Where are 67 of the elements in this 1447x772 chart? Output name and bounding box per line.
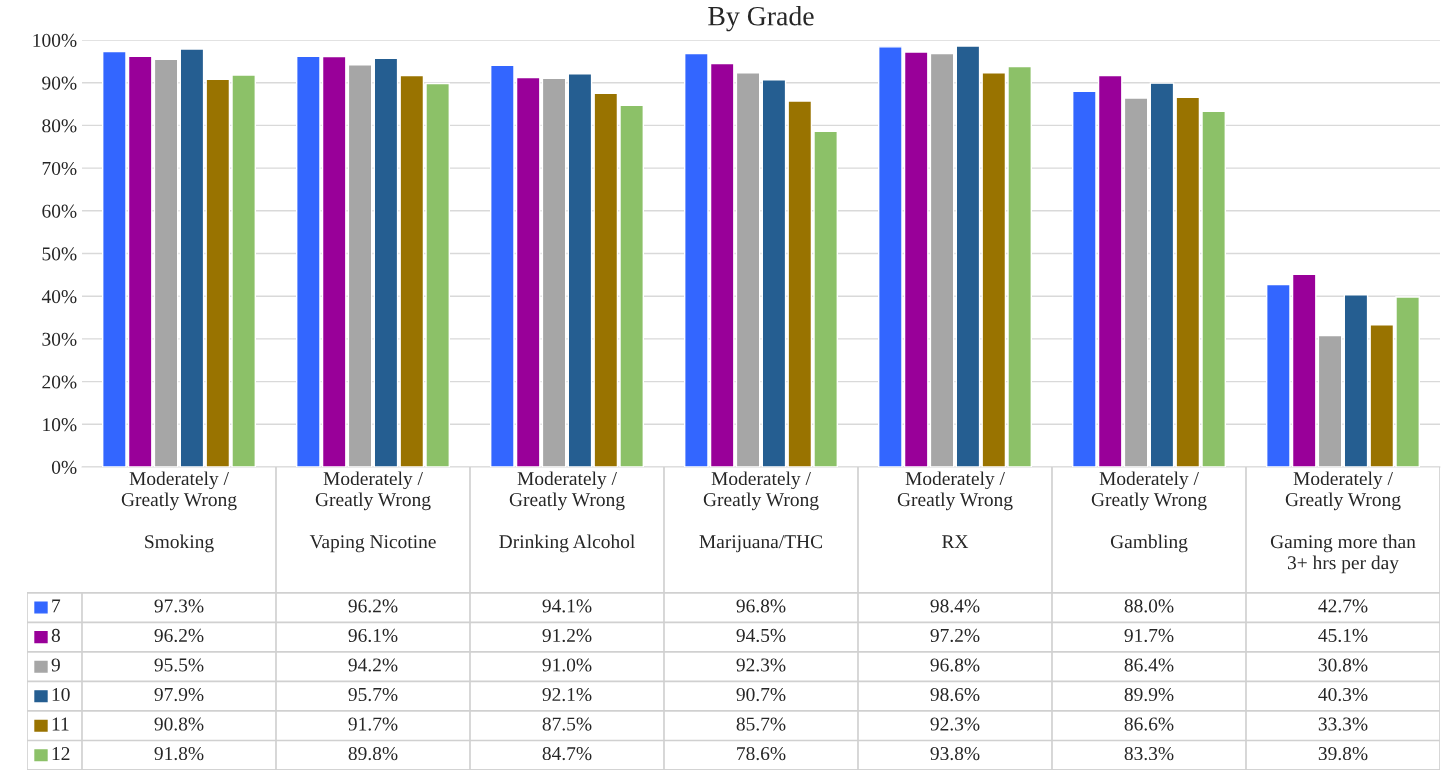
y-tick-label: 50% [42,247,77,261]
data-label: 78.6% [737,746,786,761]
y-tick-label: 60% [42,204,77,218]
data-label: 97.9% [154,687,204,702]
data-label: 91.8% [154,746,204,761]
data-label: 87.5% [542,717,592,731]
data-label: 96.8% [736,599,786,613]
data-label: 40.3% [1318,687,1368,702]
data-label: 86.4% [1124,658,1174,672]
legend-label: 12 [52,747,70,760]
data-label: 84.7% [542,746,592,761]
legend-label: 11 [52,717,69,731]
category-label: Moderately / Greatly Wrong Vaping Nicotine [309,471,436,553]
y-tick-label: 20% [42,375,77,389]
category-label: Moderately / Greatly Wrong RX [897,471,1013,549]
data-label: 39.8% [1318,746,1368,761]
data-label: 91.7% [1124,628,1174,643]
data-label: 91.2% [542,628,592,643]
data-label: 97.2% [930,628,980,643]
data-label: 96.1% [348,628,398,643]
legend-label: 9 [51,658,60,672]
category-label: Moderately / Greatly Wrong Gambling [1091,471,1207,553]
y-tick-label: 80% [42,119,77,133]
data-label: 91.0% [542,658,592,672]
data-label: 96.2% [348,599,398,613]
data-label: 98.4% [930,599,980,613]
data-label: 95.5% [154,658,204,672]
y-tick-label: 0% [51,460,77,474]
data-label: 42.7% [1318,599,1368,613]
data-label: 85.7% [736,717,786,731]
legend-label: 10 [52,687,70,702]
data-label: 30.8% [1318,658,1368,672]
category-label: Moderately / Greatly Wrong Marijuana/THC [699,471,823,553]
data-label: 33.3% [1318,717,1368,731]
data-label: 94.5% [736,628,786,643]
category-label: Moderately / Greatly Wrong Smoking [121,471,237,553]
data-label: 94.1% [542,599,592,613]
data-label: 83.3% [1124,746,1174,761]
y-tick-label: 10% [43,418,77,432]
data-label: 91.7% [348,717,398,731]
y-tick-label: 100% [33,33,77,47]
data-label: 90.7% [736,687,786,702]
chart-title: By Grade [708,6,814,32]
legend-label: 7 [52,599,61,613]
legend-label: 8 [51,628,60,642]
data-label: 89.8% [348,746,398,761]
data-label: 92.3% [736,658,786,672]
data-label: 94.2% [348,658,398,672]
y-tick-label: 90% [42,76,77,90]
category-label: Moderately / Greatly Wrong Drinking Alcohol [499,471,635,553]
y-tick-label: 70% [42,161,77,176]
data-label: 95.7% [348,687,398,702]
data-label: 96.2% [154,628,204,643]
data-label: 98.6% [930,687,980,702]
data-label: 97.3% [154,599,204,613]
data-label: 96.8% [930,658,980,672]
data-label: 93.8% [930,746,980,761]
y-tick-label: 30% [42,332,77,346]
data-label: 86.6% [1124,717,1174,731]
data-label: 88.0% [1124,599,1174,613]
data-label: 92.3% [930,717,980,731]
data-label: 45.1% [1318,628,1368,643]
y-tick-label: 40% [41,290,77,304]
data-label: 90.8% [154,717,204,731]
data-label: 92.1% [542,687,592,702]
category-label: Moderately / Greatly Wrong Gaming more than 3+ hrs per day [1270,471,1416,574]
data-label: 89.9% [1124,687,1174,702]
